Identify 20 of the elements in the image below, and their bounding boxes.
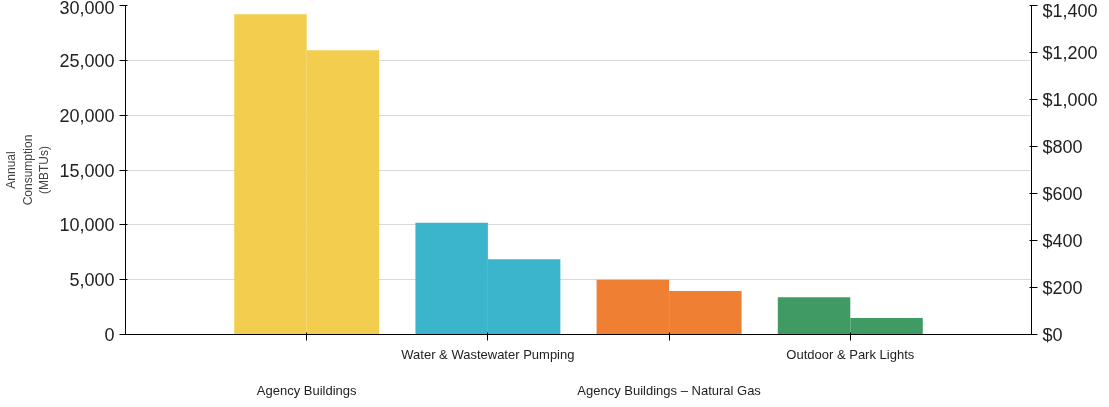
- y-tick-label: 5,000: [69, 270, 115, 291]
- y2-tick-label: $400: [1042, 230, 1083, 251]
- y2-tick-label: $800: [1042, 136, 1083, 157]
- y2-tick-label: $0: [1042, 324, 1063, 345]
- y2-tick-label: $600: [1042, 183, 1083, 204]
- y-tick-label: 30,000: [59, 0, 115, 18]
- y-axis-title: Annual Consumption (MBTUs): [3, 134, 52, 206]
- y2-tick-label: $1,400: [1042, 0, 1098, 21]
- x-tick-label: Water & Wastewater Pumping: [401, 346, 575, 362]
- y-tick-label: 10,000: [59, 215, 115, 236]
- y2-tick-label: $1,000: [1042, 89, 1098, 110]
- y2-tick-label: $1,200: [1042, 42, 1098, 63]
- y2-tick-label: $200: [1042, 277, 1083, 298]
- y-tick-label: 20,000: [59, 105, 115, 126]
- x-tick-label: Agency Buildings: [256, 382, 358, 398]
- x-tick-label: Agency Buildings – Natural Gas: [577, 382, 762, 398]
- y-tick-label: 25,000: [59, 50, 115, 71]
- y-tick-label: 15,000: [59, 160, 115, 181]
- y-tick-label: 0: [104, 325, 115, 345]
- x-tick-label: Outdoor & Park Lights: [786, 346, 915, 362]
